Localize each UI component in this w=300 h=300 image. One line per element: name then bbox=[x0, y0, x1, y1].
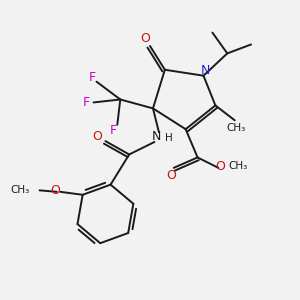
Text: O: O bbox=[166, 169, 176, 182]
Text: O: O bbox=[141, 32, 151, 45]
Text: O: O bbox=[215, 160, 225, 173]
Text: O: O bbox=[50, 184, 60, 197]
Text: O: O bbox=[92, 130, 102, 143]
Text: CH₃: CH₃ bbox=[226, 123, 246, 133]
Text: H: H bbox=[165, 133, 173, 143]
Text: CH₃: CH₃ bbox=[228, 161, 247, 171]
Text: N: N bbox=[200, 64, 210, 77]
Text: F: F bbox=[109, 124, 116, 137]
Text: CH₃: CH₃ bbox=[10, 185, 29, 195]
Text: N: N bbox=[151, 130, 160, 143]
Text: F: F bbox=[88, 71, 96, 84]
Text: F: F bbox=[82, 96, 90, 109]
